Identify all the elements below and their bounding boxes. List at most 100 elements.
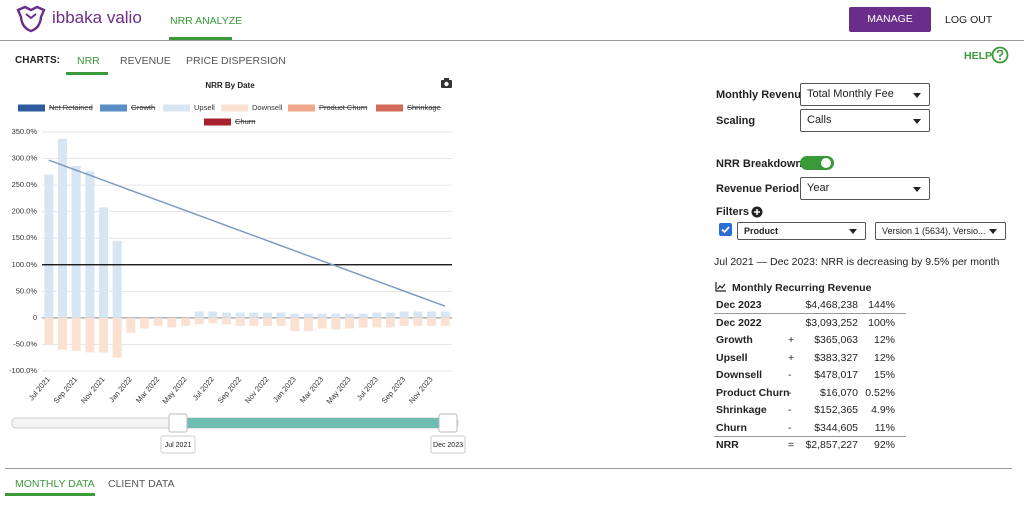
y-tick-label: 0 xyxy=(33,313,37,322)
bar xyxy=(358,313,368,318)
bar xyxy=(44,174,54,318)
table-cell: Churn xyxy=(716,421,747,434)
legend-item[interactable]: Net Retained xyxy=(18,103,93,112)
chart-tab[interactable]: REVENUE xyxy=(120,55,171,67)
legend-swatch xyxy=(221,104,248,112)
bar xyxy=(440,311,450,318)
select[interactable]: Product xyxy=(737,222,866,240)
table-cell: $2,857,227 xyxy=(805,439,858,451)
bar xyxy=(99,317,108,353)
x-tick-label: Jan 2023 xyxy=(271,375,298,404)
legend-item[interactable]: Downsell xyxy=(221,103,283,112)
y-tick-label: 350.0% xyxy=(12,127,38,136)
x-tick-label: Sep 2022 xyxy=(216,375,244,405)
table-cell: $152,365 xyxy=(814,404,858,416)
table-cell: $365,063 xyxy=(814,334,858,346)
table-cell: + xyxy=(788,351,795,364)
x-tick-label: Mar 2022 xyxy=(134,375,161,405)
bar xyxy=(58,138,67,318)
header-border xyxy=(0,40,1024,41)
logo xyxy=(16,5,46,33)
legend-item[interactable]: Growth xyxy=(100,103,155,112)
legend-swatch xyxy=(163,104,190,112)
bar xyxy=(427,317,436,326)
bar xyxy=(276,312,286,318)
nav-underline xyxy=(169,37,232,40)
legend-item[interactable]: Churn xyxy=(204,117,255,126)
brand[interactable]: ibbaka valio xyxy=(52,8,142,27)
manage-button[interactable]: MANAGE xyxy=(849,7,931,32)
charts-label: CHARTS: xyxy=(15,55,60,66)
bar xyxy=(167,317,177,328)
legend-item[interactable]: Shrinkage xyxy=(376,103,441,112)
legend-label: Growth xyxy=(131,103,155,112)
checkbox[interactable] xyxy=(719,223,732,236)
control-label: Scaling xyxy=(716,115,756,127)
chart-tab-underline xyxy=(66,72,108,75)
bar xyxy=(235,317,245,326)
help-icon[interactable] xyxy=(991,46,1009,64)
table-cell: 92% xyxy=(873,439,895,451)
data-tab-underline xyxy=(5,493,95,496)
bar xyxy=(427,311,436,318)
bar xyxy=(112,317,122,358)
slider-label: Jul 2021 xyxy=(165,442,192,449)
nav-tab[interactable]: NRR ANALYZE xyxy=(170,15,243,27)
slider-handle[interactable] xyxy=(438,413,458,433)
bar xyxy=(386,312,395,318)
table-cell: $3,093,252 xyxy=(805,316,858,329)
table-cell: - xyxy=(788,386,792,399)
x-tick-label: Nov 2023 xyxy=(407,375,435,405)
legend-item[interactable]: Product Churn xyxy=(288,103,367,112)
camera-icon[interactable] xyxy=(441,78,452,88)
table-cell: Shrinkage xyxy=(716,404,767,416)
select[interactable]: Version 1 (5634), Versio... xyxy=(875,222,1006,240)
table-cell: Dec 2022 xyxy=(716,316,762,329)
bar xyxy=(208,311,218,318)
bar xyxy=(290,313,300,318)
bar xyxy=(317,317,327,329)
control-label: Revenue Period xyxy=(716,183,800,195)
bar xyxy=(331,313,341,318)
bar xyxy=(372,317,382,328)
table-cell: $4,468,238 xyxy=(805,299,858,311)
select[interactable]: Year xyxy=(800,177,930,200)
table-rule xyxy=(714,313,906,314)
control-label: Filters xyxy=(716,206,750,218)
table-cell: - xyxy=(788,369,792,381)
bar xyxy=(85,171,95,318)
chart-tab[interactable]: PRICE DISPERSION xyxy=(186,55,286,67)
bar xyxy=(235,312,245,318)
data-tab[interactable]: MONTHLY DATA xyxy=(15,478,95,490)
data-tab[interactable]: CLIENT DATA xyxy=(108,478,175,490)
slider-handle[interactable] xyxy=(168,413,188,433)
bar xyxy=(263,317,272,326)
y-tick-label: 200.0% xyxy=(12,207,38,216)
table-cell: 100% xyxy=(868,316,895,329)
chart-tab[interactable]: NRR xyxy=(77,55,100,67)
logout-button[interactable]: LOG OUT xyxy=(945,14,993,26)
table-cell: = xyxy=(788,439,795,451)
bar xyxy=(345,313,354,318)
bar xyxy=(85,317,95,353)
table-cell: + xyxy=(788,334,795,346)
table-cell: 15% xyxy=(873,369,895,381)
table-cell: Upsell xyxy=(716,351,748,364)
bar xyxy=(331,317,341,330)
add-filter[interactable] xyxy=(751,206,763,218)
bar xyxy=(140,317,149,329)
y-tick-label: 300.0% xyxy=(12,154,38,163)
table-cell: NRR xyxy=(716,439,739,451)
x-tick-label: Mar 2023 xyxy=(298,375,325,405)
select[interactable]: Calls xyxy=(800,109,930,132)
legend-item[interactable]: Upsell xyxy=(163,103,215,112)
bar xyxy=(194,311,204,318)
legend-swatch xyxy=(204,118,231,126)
bar xyxy=(153,317,163,326)
select[interactable]: Total Monthly Fee xyxy=(800,83,930,106)
bar xyxy=(263,312,272,318)
bar xyxy=(304,313,313,318)
toggle[interactable] xyxy=(800,156,834,170)
help-link[interactable]: HELP xyxy=(964,50,993,62)
